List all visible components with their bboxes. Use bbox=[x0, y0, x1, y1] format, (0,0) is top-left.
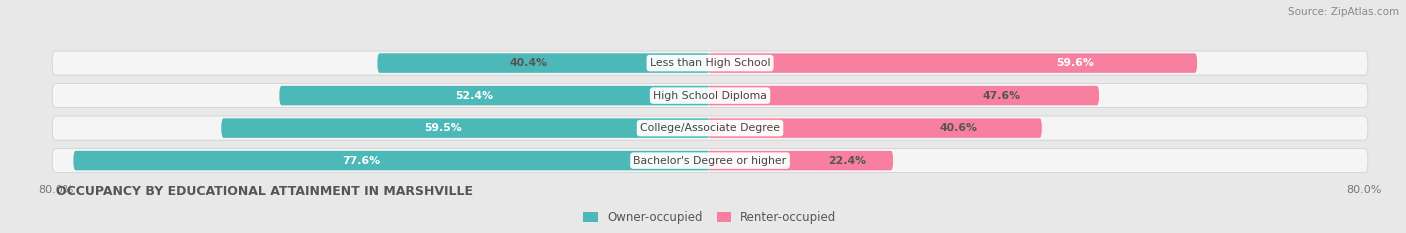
FancyBboxPatch shape bbox=[52, 116, 1368, 140]
FancyBboxPatch shape bbox=[52, 149, 1368, 173]
Text: 22.4%: 22.4% bbox=[828, 156, 866, 166]
FancyBboxPatch shape bbox=[707, 118, 1042, 138]
FancyBboxPatch shape bbox=[707, 86, 1099, 105]
Text: Less than High School: Less than High School bbox=[650, 58, 770, 68]
Text: 40.6%: 40.6% bbox=[939, 123, 979, 133]
Text: 59.5%: 59.5% bbox=[423, 123, 461, 133]
FancyBboxPatch shape bbox=[52, 51, 1368, 75]
FancyBboxPatch shape bbox=[377, 53, 710, 73]
FancyBboxPatch shape bbox=[707, 151, 893, 170]
Text: 40.4%: 40.4% bbox=[509, 58, 547, 68]
Text: OCCUPANCY BY EDUCATIONAL ATTAINMENT IN MARSHVILLE: OCCUPANCY BY EDUCATIONAL ATTAINMENT IN M… bbox=[56, 185, 474, 198]
FancyBboxPatch shape bbox=[221, 118, 710, 138]
FancyBboxPatch shape bbox=[280, 86, 710, 105]
Text: 77.6%: 77.6% bbox=[342, 156, 380, 166]
Text: 47.6%: 47.6% bbox=[983, 91, 1021, 101]
Legend: Owner-occupied, Renter-occupied: Owner-occupied, Renter-occupied bbox=[579, 206, 841, 229]
Text: Source: ZipAtlas.com: Source: ZipAtlas.com bbox=[1288, 7, 1399, 17]
Text: High School Diploma: High School Diploma bbox=[654, 91, 766, 101]
FancyBboxPatch shape bbox=[73, 151, 710, 170]
FancyBboxPatch shape bbox=[707, 53, 1197, 73]
FancyBboxPatch shape bbox=[52, 84, 1368, 108]
Text: Bachelor's Degree or higher: Bachelor's Degree or higher bbox=[634, 156, 786, 166]
Text: 59.6%: 59.6% bbox=[1056, 58, 1094, 68]
Text: 52.4%: 52.4% bbox=[456, 91, 494, 101]
Text: College/Associate Degree: College/Associate Degree bbox=[640, 123, 780, 133]
